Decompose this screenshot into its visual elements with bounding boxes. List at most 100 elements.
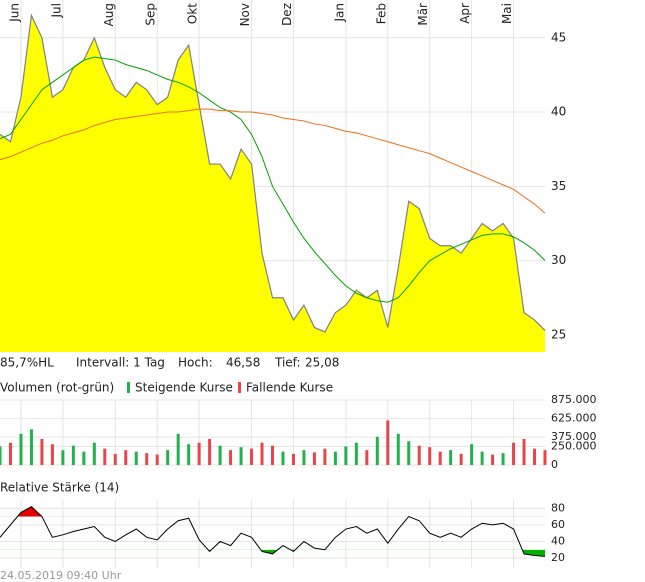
bar — [438, 451, 442, 465]
info-label: Intervall: 1 Tag — [76, 356, 165, 370]
footer: 24.05.2019 09:40 Uhr — [0, 569, 122, 582]
bar — [113, 453, 117, 465]
bar — [155, 454, 159, 465]
y-tick-label: 45 — [551, 30, 566, 44]
y-tick-label: 30 — [551, 253, 566, 267]
x-tick-label: Jun — [7, 3, 21, 23]
x-tick-label: Apr — [458, 3, 472, 24]
bar — [533, 448, 537, 465]
bar — [50, 444, 54, 465]
bar — [40, 439, 44, 465]
band-fill — [0, 549, 545, 557]
y-tick-label: 250.000 — [551, 439, 597, 452]
bar — [61, 450, 65, 465]
bar — [501, 453, 505, 465]
bar — [71, 445, 75, 465]
y-tick-label: 375.000 — [551, 430, 597, 443]
bar — [522, 439, 526, 465]
legend-swatch — [238, 382, 241, 393]
bar — [375, 436, 379, 465]
x-tick-label: Jul — [49, 3, 63, 18]
legend-label: Fallende Kurse — [246, 381, 333, 395]
bar — [396, 433, 400, 465]
x-tick-label: Nov — [238, 3, 252, 26]
y-tick-label: 40 — [551, 534, 565, 547]
y-tick-label: 40 — [551, 105, 566, 119]
bar — [312, 452, 316, 465]
y-tick-label: 25 — [551, 327, 566, 341]
bar — [92, 442, 96, 465]
panel-title: Volumen (rot-grün) — [0, 381, 114, 395]
bar — [344, 446, 348, 465]
y-tick-label: 625.000 — [551, 412, 597, 425]
y-tick-label: 0 — [551, 458, 558, 471]
legend-label: Steigende Kurse — [135, 381, 233, 395]
bar — [449, 450, 453, 465]
x-tick-label: Aug — [102, 3, 116, 26]
bar — [365, 450, 369, 465]
band-fill — [17, 506, 42, 517]
bar — [0, 446, 2, 465]
bar — [82, 451, 86, 465]
y-tick-label: 20 — [551, 551, 565, 564]
x-tick-label: Feb — [374, 3, 388, 24]
x-tick-label: Mär — [416, 3, 430, 26]
bar — [428, 447, 432, 465]
bar — [103, 448, 107, 465]
bar — [459, 453, 463, 465]
x-tick-label: Okt — [186, 3, 200, 24]
line — [0, 56, 546, 303]
info-label: Tief: — [274, 356, 301, 370]
bar — [491, 454, 495, 465]
bar — [29, 429, 33, 465]
bar — [417, 445, 421, 465]
info-label: 46,58 — [226, 356, 260, 370]
bar — [187, 444, 191, 465]
bar — [124, 450, 128, 465]
bar — [239, 447, 243, 465]
x-tick-label: Dez — [280, 3, 294, 26]
x-tick-label: Sep — [144, 3, 158, 26]
bar — [386, 420, 390, 465]
info-label: 85,7%HL — [0, 356, 54, 370]
bar — [323, 448, 327, 465]
line — [0, 108, 546, 214]
bar — [208, 439, 212, 465]
y-tick-label: 80 — [551, 501, 565, 514]
y-tick-label: 35 — [551, 179, 566, 193]
panel-title: Relative Stärke (14) — [0, 481, 119, 495]
bar — [512, 442, 516, 465]
bar — [197, 442, 201, 465]
bar — [145, 453, 149, 465]
line — [0, 506, 546, 557]
bar — [260, 442, 264, 465]
bar — [333, 451, 337, 465]
x-tick-label: Mai — [500, 3, 514, 24]
bar — [176, 433, 180, 465]
bar — [229, 450, 233, 465]
bar — [281, 451, 285, 465]
bar — [250, 448, 254, 465]
bar — [271, 445, 274, 465]
bar — [291, 453, 295, 465]
bar — [480, 451, 484, 465]
legend-swatch — [127, 382, 130, 393]
y-tick-label: 875.000 — [551, 393, 597, 406]
bar — [166, 450, 170, 465]
info-label: Hoch: — [178, 356, 213, 370]
bar — [302, 450, 306, 465]
bar — [134, 451, 138, 465]
bar — [19, 433, 23, 465]
y-tick-label: 60 — [551, 518, 565, 531]
bar — [407, 441, 411, 465]
bar — [543, 450, 547, 465]
bar — [354, 442, 358, 465]
bar — [218, 445, 222, 465]
area-edge — [0, 13, 546, 333]
x-tick-label: Jan — [332, 3, 346, 23]
area — [0, 15, 545, 352]
info-label: 25,08 — [305, 356, 339, 370]
bar — [8, 442, 12, 465]
bar — [470, 444, 474, 465]
